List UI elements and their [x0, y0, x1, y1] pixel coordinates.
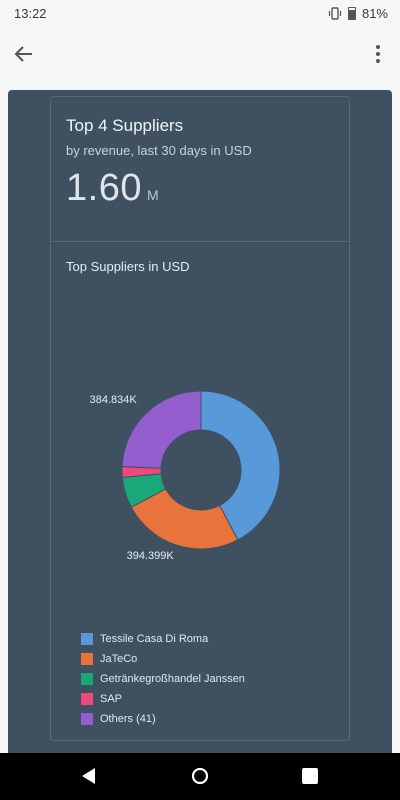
- status-icons: 81%: [328, 6, 388, 21]
- arrow-left-icon[interactable]: [10, 40, 38, 68]
- legend-swatch: [81, 633, 93, 645]
- vibrate-icon: [328, 7, 342, 20]
- battery-icon: [347, 7, 356, 20]
- legend-item-4[interactable]: Others (41): [81, 709, 245, 729]
- legend-label: SAP: [100, 693, 123, 705]
- legend-swatch: [81, 693, 93, 705]
- legend-label: Others (41): [100, 713, 156, 725]
- legend-swatch: [81, 653, 93, 665]
- legend-label: JaTeCo: [100, 653, 138, 665]
- kpi-value: 1.60: [66, 167, 142, 209]
- legend-item-2[interactable]: Getränkegroßhandel Janssen: [81, 669, 245, 689]
- donut-chart[interactable]: 394.399K 384.834K: [51, 282, 349, 617]
- legend-label: Tessile Casa Di Roma: [100, 633, 209, 645]
- donut-data-label-1: 394.399K: [127, 550, 175, 562]
- status-time: 13:22: [14, 6, 47, 21]
- card-header: Top 4 Suppliers by revenue, last 30 days…: [51, 97, 349, 242]
- nav-back-icon[interactable]: [80, 767, 98, 785]
- donut-data-label-4: 384.834K: [90, 394, 138, 406]
- card-title: Top 4 Suppliers: [66, 116, 184, 135]
- supplier-card[interactable]: Top 4 Suppliers by revenue, last 30 days…: [50, 96, 350, 741]
- nav-recents-icon[interactable]: [302, 768, 318, 784]
- donut-slice-4[interactable]: [121, 390, 202, 469]
- card-subtitle: by revenue, last 30 days in USD: [66, 143, 252, 158]
- system-nav-bar: [0, 753, 400, 800]
- status-bar: 13:22 81%: [0, 0, 400, 28]
- nav-home-icon[interactable]: [191, 767, 209, 785]
- legend-label: Getränkegroßhandel Janssen: [100, 673, 245, 685]
- kpi-unit: M: [146, 187, 159, 203]
- chart-title: Top Suppliers in USD: [66, 259, 190, 274]
- legend-item-0[interactable]: Tessile Casa Di Roma: [81, 629, 245, 649]
- kpi: 1.60 M: [66, 167, 159, 210]
- battery-level: 81%: [361, 6, 388, 21]
- donut-slice-1[interactable]: [130, 488, 239, 550]
- legend-swatch: [81, 673, 93, 685]
- legend-swatch: [81, 713, 93, 725]
- chart-legend: Tessile Casa Di Roma JaTeCo Getränkegroßha…: [81, 629, 245, 729]
- legend-item-1[interactable]: JaTeCo: [81, 649, 245, 669]
- more-vertical-icon[interactable]: [370, 42, 386, 68]
- app-bar: [0, 28, 400, 84]
- legend-item-3[interactable]: SAP: [81, 689, 245, 709]
- donut-slice-0[interactable]: [200, 390, 281, 541]
